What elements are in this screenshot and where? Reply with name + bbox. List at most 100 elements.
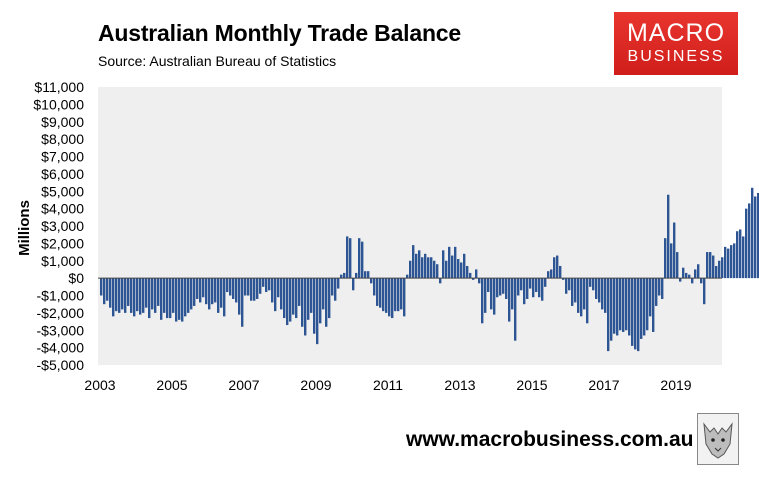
bar bbox=[361, 241, 364, 279]
bar bbox=[205, 278, 208, 305]
x-tick-label: 2011 bbox=[373, 377, 403, 393]
bar bbox=[709, 252, 712, 279]
bar bbox=[328, 278, 331, 319]
bar bbox=[295, 278, 298, 319]
bar bbox=[370, 278, 373, 284]
bar bbox=[670, 243, 673, 279]
x-tick-label: 2007 bbox=[228, 377, 259, 393]
bar bbox=[634, 278, 637, 350]
bar bbox=[142, 278, 145, 313]
bar bbox=[364, 271, 367, 279]
bar bbox=[289, 278, 292, 322]
bar bbox=[286, 278, 289, 326]
bar bbox=[109, 278, 112, 308]
bar bbox=[349, 238, 352, 279]
bar bbox=[262, 278, 265, 287]
bar bbox=[508, 278, 511, 322]
bar bbox=[253, 278, 256, 301]
bar bbox=[214, 278, 217, 303]
bar bbox=[589, 278, 592, 287]
bar bbox=[148, 278, 151, 319]
bar bbox=[616, 278, 619, 336]
bar bbox=[502, 278, 505, 294]
bar bbox=[382, 278, 385, 312]
bar bbox=[649, 278, 652, 317]
y-tick-label: $1,000 bbox=[41, 253, 84, 269]
bar bbox=[655, 278, 658, 306]
bar bbox=[385, 278, 388, 313]
y-tick-label: $9,000 bbox=[41, 114, 84, 130]
bar bbox=[352, 278, 355, 291]
bar bbox=[535, 278, 538, 293]
bar bbox=[391, 278, 394, 319]
bar bbox=[100, 278, 103, 296]
bar bbox=[619, 278, 622, 331]
wolf-mascot-icon bbox=[697, 413, 739, 465]
bar bbox=[322, 278, 325, 310]
bar bbox=[484, 278, 487, 313]
bar bbox=[703, 278, 706, 305]
bar bbox=[319, 278, 322, 324]
bar bbox=[409, 260, 412, 279]
bar bbox=[343, 272, 346, 279]
bar bbox=[583, 278, 586, 310]
bar bbox=[346, 236, 349, 279]
bar bbox=[628, 278, 631, 336]
bar bbox=[676, 252, 679, 279]
trade-balance-chart: -$5,000-$4,000 -$3,000-$2,000-$1,000 $0$1,… bbox=[16, 79, 759, 393]
bar bbox=[196, 278, 199, 299]
bar bbox=[604, 278, 607, 313]
bar bbox=[463, 253, 466, 279]
logo-line-2: BUSINESS bbox=[627, 48, 725, 65]
bar bbox=[736, 231, 739, 279]
bar bbox=[706, 252, 709, 279]
bar bbox=[121, 278, 124, 310]
bar bbox=[727, 248, 730, 279]
bar bbox=[556, 255, 559, 279]
bar bbox=[274, 278, 277, 312]
bar bbox=[304, 278, 307, 336]
bar bbox=[613, 278, 616, 334]
bar bbox=[172, 278, 175, 313]
bar bbox=[631, 278, 634, 346]
bar bbox=[673, 222, 676, 279]
bar bbox=[139, 278, 142, 315]
bar bbox=[130, 278, 133, 313]
bar bbox=[103, 278, 106, 305]
bar bbox=[145, 278, 148, 308]
bar bbox=[181, 278, 184, 322]
bar bbox=[493, 278, 496, 315]
bar bbox=[586, 278, 589, 324]
bar bbox=[739, 229, 742, 279]
bar bbox=[580, 278, 583, 317]
y-axis-label: Millions bbox=[16, 200, 33, 256]
bar bbox=[625, 278, 628, 331]
x-tick-label: 2005 bbox=[156, 377, 187, 393]
bar bbox=[250, 278, 253, 301]
bar bbox=[721, 257, 724, 279]
bar bbox=[211, 278, 214, 305]
bar bbox=[568, 278, 571, 291]
bar bbox=[526, 278, 529, 299]
bar bbox=[718, 260, 721, 279]
bar bbox=[259, 278, 262, 294]
bar bbox=[694, 269, 697, 279]
bar bbox=[151, 278, 154, 310]
bar bbox=[424, 253, 427, 279]
bar bbox=[712, 255, 715, 279]
bar bbox=[412, 245, 415, 279]
x-tick-label: 2009 bbox=[300, 377, 331, 393]
bar bbox=[124, 278, 127, 313]
bar bbox=[754, 196, 757, 279]
bar bbox=[169, 278, 172, 319]
x-tick-label: 2017 bbox=[588, 377, 619, 393]
bar bbox=[226, 278, 229, 293]
bar bbox=[550, 269, 553, 279]
bar bbox=[499, 278, 502, 296]
bar bbox=[175, 278, 178, 322]
bar bbox=[445, 260, 448, 279]
bar bbox=[160, 278, 163, 320]
bar bbox=[442, 250, 445, 279]
bar bbox=[439, 278, 442, 284]
bar bbox=[208, 278, 211, 310]
